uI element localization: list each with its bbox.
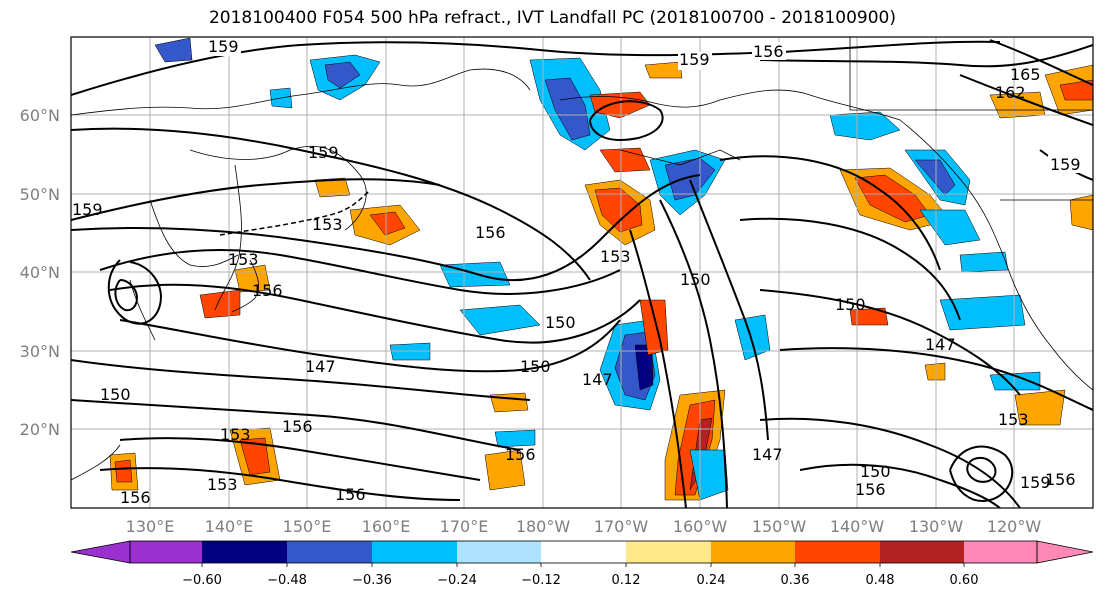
lat-axis: 60°N 50°N 40°N 30°N 20°N: [20, 106, 60, 439]
lon-label: 140°E: [205, 517, 254, 536]
contour-label: 165: [1010, 65, 1041, 84]
contour-label: 156: [335, 485, 366, 504]
lon-label: 150°E: [283, 517, 332, 536]
contour-label: 156: [475, 223, 506, 242]
lat-label: 60°N: [20, 106, 60, 125]
contour-label: 153: [220, 425, 251, 444]
contour-label: 153: [228, 250, 259, 269]
lon-label: 130°W: [909, 517, 964, 536]
colorbar-tick-label: 0.60: [950, 573, 979, 588]
colorbar-extend-high: [1036, 540, 1094, 564]
lon-label: 160°E: [362, 517, 411, 536]
lat-label: 40°N: [20, 263, 60, 282]
lon-label: 140°W: [830, 517, 885, 536]
contour-label: 162: [995, 83, 1026, 102]
contour-label: 150: [520, 357, 551, 376]
colorbar-tick-label: 0.36: [781, 573, 810, 588]
dashed-contour: [219, 189, 371, 236]
contour-label: 156: [1045, 470, 1076, 489]
contour-label: 147: [305, 357, 336, 376]
contour-label: 150: [545, 313, 576, 332]
colorbar-segment: [964, 541, 1037, 563]
contour-label: 156: [252, 281, 283, 300]
lon-label: 180°W: [516, 517, 571, 536]
map-title: 2018100400 F054 500 hPa refract., IVT La…: [208, 8, 896, 28]
contour-label: 159: [1020, 473, 1051, 492]
colorbar-segment: [626, 541, 711, 563]
map-panel: 159 159 156 165 162 159 159 153 156 153 …: [71, 37, 1093, 508]
contour-label: 153: [207, 475, 238, 494]
colorbar-segment: [711, 541, 795, 563]
contour-label: 156: [855, 480, 886, 499]
map-frame: [70, 36, 1094, 509]
contour-label: 159: [308, 143, 339, 162]
coastlines: [71, 37, 1093, 481]
colorbar-segment: [457, 541, 541, 563]
lon-label: 170°E: [440, 517, 489, 536]
contour-label: 150: [835, 295, 866, 314]
contour-label: 159: [1050, 155, 1081, 174]
colorbar-tick-label: −0.12: [521, 573, 561, 588]
anomaly-fill-layer: [109, 37, 1093, 501]
contour-label: 156: [753, 42, 784, 61]
contour-label: 159: [72, 200, 103, 219]
colorbar-extend-low: [70, 540, 131, 564]
contour-label: 156: [282, 417, 313, 436]
contour-label: 156: [505, 445, 536, 464]
contour-label: 150: [860, 462, 891, 481]
contour-label: 147: [582, 370, 613, 389]
contour-label: 147: [925, 335, 956, 354]
colorbar: −0.60 −0.48 −0.36 −0.24 −0.12 0.12 0.24 …: [70, 540, 1094, 588]
contour-label: 150: [100, 385, 131, 404]
colorbar-tick-label: −0.60: [182, 573, 222, 588]
colorbar-tick-label: 0.12: [612, 573, 641, 588]
lat-label: 30°N: [20, 342, 60, 361]
contour-label: 153: [600, 247, 631, 266]
colorbar-tick-label: 0.48: [866, 573, 895, 588]
lon-label: 130°E: [126, 517, 175, 536]
colorbar-segment: [880, 541, 964, 563]
lon-label: 160°W: [673, 517, 728, 536]
lon-label: 120°W: [987, 517, 1042, 536]
contour-label: 159: [208, 37, 239, 56]
colorbar-segment: [795, 541, 880, 563]
contour-label: 153: [312, 215, 343, 234]
lat-label: 20°N: [20, 420, 60, 439]
lon-axis: 130°E 140°E 150°E 160°E 170°E 180°W 170°…: [126, 517, 1042, 536]
contour-label: 159: [679, 50, 710, 69]
colorbar-tick-label: −0.36: [352, 573, 392, 588]
lon-label: 150°W: [752, 517, 807, 536]
contour-label: 156: [120, 488, 151, 507]
colorbar-segment: [372, 541, 457, 563]
colorbar-segment: [541, 541, 626, 563]
lat-label: 50°N: [20, 185, 60, 204]
colorbar-tick-label: −0.48: [267, 573, 307, 588]
colorbar-segment: [287, 541, 372, 563]
contour-label: 153: [998, 410, 1029, 429]
colorbar-tick-label: −0.24: [437, 573, 477, 588]
colorbar-segment: [130, 541, 202, 563]
contour-label: 147: [752, 445, 783, 464]
colorbar-segment: [202, 541, 287, 563]
lon-label: 170°W: [594, 517, 649, 536]
contour-label: 150: [680, 270, 711, 289]
colorbar-tick-label: 0.24: [697, 573, 726, 588]
contour-labels: 159 159 156 165 162 159 159 153 156 153 …: [72, 37, 1084, 507]
